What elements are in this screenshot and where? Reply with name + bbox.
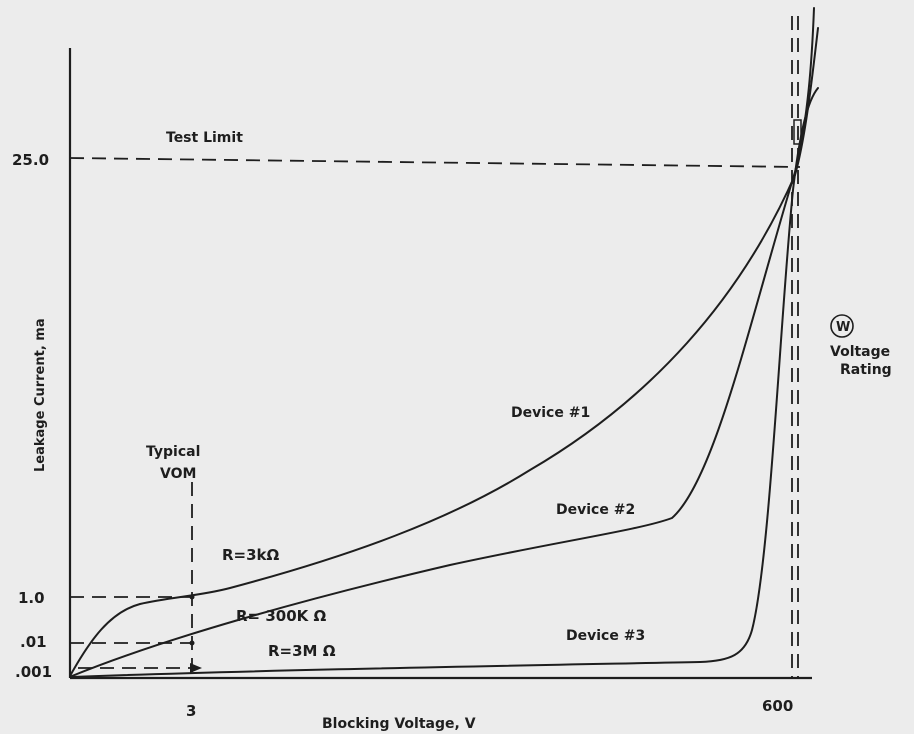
y-tick-label-0-001: .001	[15, 663, 52, 681]
point-r300k	[189, 640, 195, 646]
typical-vom-label-line2: VOM	[160, 466, 196, 482]
x-axis-label: Blocking Voltage, V	[322, 716, 476, 732]
series-label-device-3: Device #3	[566, 628, 645, 644]
r-3m-label: R=3M Ω	[268, 642, 336, 660]
point-r3k	[189, 594, 195, 600]
r-3k-label: R=3kΩ	[222, 546, 280, 564]
series-device-3-line	[71, 87, 819, 678]
y-axis-label: Leakage Current, ma	[33, 318, 48, 472]
series-device-2-line	[71, 7, 815, 677]
test-limit-label: Test Limit	[166, 130, 243, 146]
series-label-device-2: Device #2	[556, 502, 635, 518]
ref-arrow-head	[190, 663, 202, 673]
voltage-rating-symbol: W	[836, 320, 850, 335]
series-label-device-1: Device #1	[511, 405, 590, 421]
y-tick-label-0-01: .01	[20, 633, 47, 651]
voltage-rating-label-line2: Rating	[840, 362, 892, 378]
series-device-1-line	[69, 27, 819, 677]
x-tick-label-3: 3	[186, 702, 196, 720]
x-tick-label-600: 600	[762, 697, 793, 715]
y-tick-label-25: 25.0	[12, 151, 49, 169]
voltage-rating-circle	[830, 314, 854, 338]
test-limit-line	[69, 157, 801, 168]
voltage-rating-label-line1: Voltage	[830, 344, 890, 360]
y-tick-label-1: 1.0	[18, 589, 45, 607]
typical-vom-label-line1: Typical	[146, 444, 200, 460]
r-300k-label: R= 300K Ω	[236, 607, 326, 625]
